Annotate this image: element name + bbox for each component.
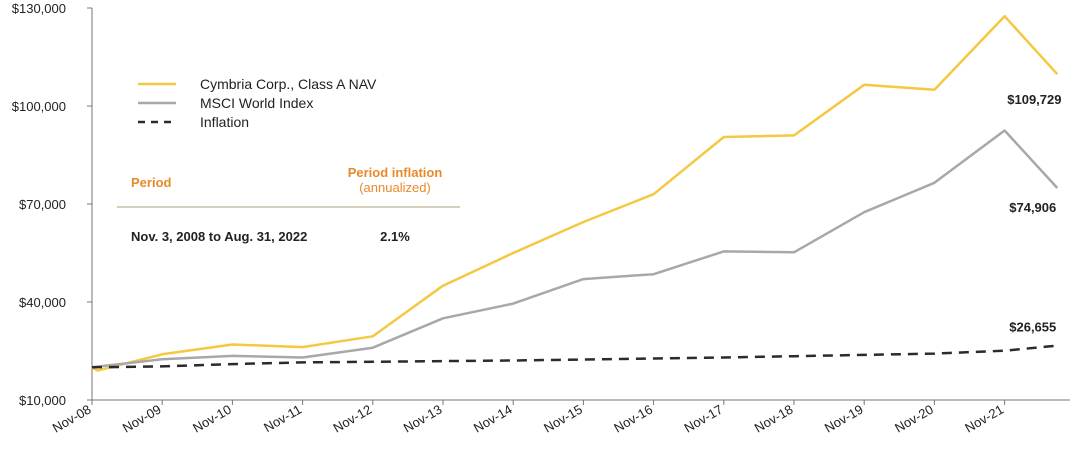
x-tick-label: Nov-19 (822, 402, 866, 436)
x-tick-label: Nov-09 (120, 402, 164, 436)
x-tick-label: Nov-18 (752, 402, 796, 436)
legend: Cymbria Corp., Class A NAV MSCI World In… (138, 76, 377, 130)
y-tick-label: $10,000 (19, 393, 66, 408)
x-tick-label: Nov-15 (541, 402, 585, 436)
series-line-msci (91, 129, 1059, 369)
x-tick-label: Nov-13 (401, 402, 445, 436)
table-header-inflation: Period inflation (348, 165, 443, 180)
x-tick-label: Nov-21 (962, 402, 1006, 436)
x-axis-ticks: Nov-08 Nov-09 Nov-10 Nov-11 Nov-12 Nov-13 Nov-… (50, 400, 1006, 436)
end-labels: $109,729 $74,906 $26,655 (1007, 92, 1061, 334)
x-tick-label: Nov-14 (471, 402, 515, 436)
x-tick-label: Nov-16 (611, 402, 655, 436)
table-header-period: Period (131, 175, 172, 190)
table-cell-inflation: 2.1% (380, 229, 410, 244)
x-tick-label: Nov-10 (190, 402, 234, 436)
end-value-label-inflation: $26,655 (1009, 320, 1056, 335)
y-axis-ticks: $10,000 $40,000 $70,000 $100,000 $130,000 (12, 1, 92, 408)
y-tick-label: $40,000 (19, 295, 66, 310)
end-value-label-nav: $109,729 (1007, 92, 1061, 107)
end-value-label-msci: $74,906 (1009, 200, 1056, 215)
x-tick-label: Nov-11 (261, 402, 304, 435)
legend-label-msci: MSCI World Index (200, 95, 313, 111)
x-tick-label: Nov-20 (892, 402, 936, 436)
table-cell-period: Nov. 3, 2008 to Aug. 31, 2022 (131, 229, 307, 244)
inflation-table: Period Period inflation (annualized) Nov… (117, 165, 460, 244)
legend-label-nav: Cymbria Corp., Class A NAV (200, 76, 377, 92)
table-header-inflation-sub: (annualized) (359, 180, 431, 195)
series-line-nav (91, 14, 1059, 372)
y-tick-label: $100,000 (12, 99, 66, 114)
x-tick-label: Nov-12 (330, 402, 374, 436)
y-tick-label: $130,000 (12, 1, 66, 16)
y-tick-label: $70,000 (19, 197, 66, 212)
x-tick-label: Nov-17 (681, 402, 725, 436)
legend-label-inflation: Inflation (200, 114, 249, 130)
series-line-inflation (91, 344, 1058, 369)
series-layer (91, 14, 1059, 372)
